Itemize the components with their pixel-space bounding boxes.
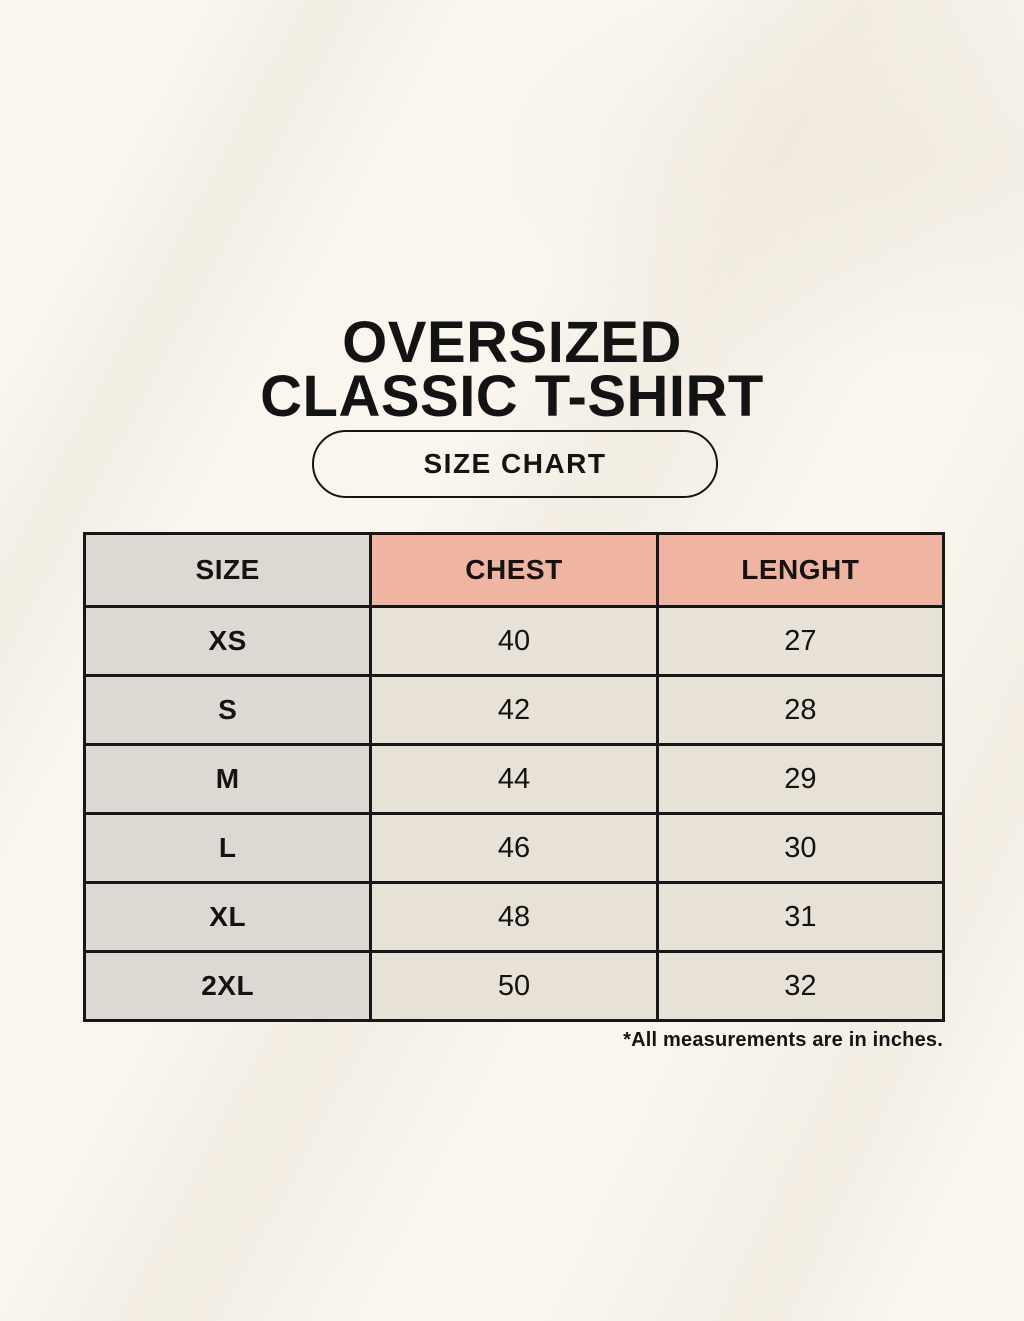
size-cell: L	[86, 815, 370, 881]
measurements-footnote: *All measurements are in inches.	[623, 1029, 943, 1051]
length-value-cell: 28	[658, 677, 942, 743]
length-value-cell: 32	[658, 953, 942, 1019]
column-header-size: SIZE	[86, 535, 370, 605]
chest-value-cell: 48	[372, 884, 656, 950]
title-line-1: OVERSIZED	[342, 309, 682, 375]
chest-value-cell: 44	[372, 746, 656, 812]
title-line-2: CLASSIC T-SHIRT	[260, 363, 764, 429]
size-cell: S	[86, 677, 370, 743]
size-chart-label: SIZE CHART	[423, 448, 607, 479]
chest-value-cell: 50	[372, 953, 656, 1019]
size-chart-pill: SIZE CHART	[312, 430, 718, 498]
chest-value-cell: 40	[372, 608, 656, 674]
length-value-cell: 31	[658, 884, 942, 950]
length-value-cell: 29	[658, 746, 942, 812]
page-title: OVERSIZED CLASSIC T-SHIRT	[0, 309, 1024, 429]
size-cell: M	[86, 746, 370, 812]
length-value-cell: 30	[658, 815, 942, 881]
length-value-cell: 27	[658, 608, 942, 674]
size-cell: XL	[86, 884, 370, 950]
size-cell: XS	[86, 608, 370, 674]
size-table: SIZE CHEST LENGHT XS 40 27 S 42 28 M 44 …	[83, 532, 945, 1022]
column-header-chest: CHEST	[372, 535, 656, 605]
column-header-length: LENGHT	[658, 535, 942, 605]
chest-value-cell: 46	[372, 815, 656, 881]
chest-value-cell: 42	[372, 677, 656, 743]
size-cell: 2XL	[86, 953, 370, 1019]
